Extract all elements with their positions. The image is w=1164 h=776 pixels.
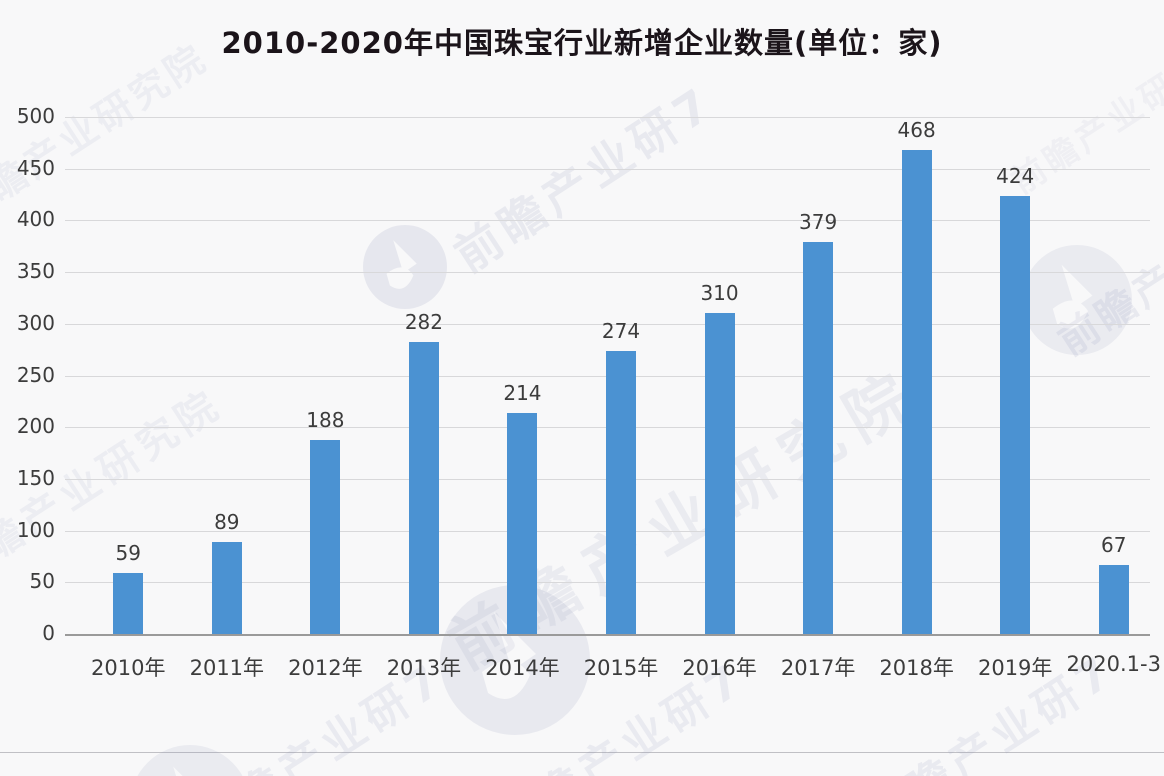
gridline [65,117,1150,118]
y-axis-tick-label: 200 [16,414,55,439]
y-axis-tick-label: 350 [16,259,55,284]
bar [1098,564,1129,634]
y-axis-tick-label: 250 [16,362,55,387]
bar-value-label: 310 [700,281,739,306]
bar-value-label: 188 [306,407,345,432]
bar [310,439,341,634]
bar-column: 214 [473,117,572,634]
y-axis-tick-label: 100 [16,517,55,542]
x-axis-tick-label: 2010年 [91,656,166,680]
x-axis-tick-label: 2017年 [780,656,856,680]
bar [606,350,636,634]
y-axis-tick-label: 50 [29,569,55,594]
x-axis-tick-label: 2015年 [583,656,659,680]
bar-value-label: 379 [799,210,838,235]
bar-column: 188 [276,117,375,634]
bar-value-label: 468 [897,118,936,143]
bar [507,412,538,634]
bar [211,541,242,634]
bar-value-label: 282 [404,310,443,335]
x-axis: 2010年 2011年 2012年 2013年 2014年 2015年 2016年 2017年… [79,652,1163,682]
bar [1000,195,1031,634]
x-axis-tick-label: 2020.1-3 [1066,652,1161,676]
x-axis-tick-label: 2016年 [682,656,757,680]
bar-value-label: 89 [214,509,240,534]
bar-column: 89 [178,117,277,634]
y-axis-tick-label: 300 [16,310,55,335]
x-axis-tick-label: 2014年 [485,656,560,680]
gridline [65,634,1150,636]
bar-value-label: 424 [996,163,1035,188]
bar [113,573,144,634]
bar-column: 310 [670,117,769,634]
gridline [65,220,1150,222]
y-axis-tick-label: 0 [42,621,55,645]
bar [901,150,932,634]
qianzhan-logo-watermark [130,745,250,776]
bar-column: 282 [375,117,474,634]
bar-series: 59 89 188 282 214 274 310 379 468 424 67 [79,117,1163,634]
bar-column: 468 [867,117,966,634]
x-axis-tick-label: 2013年 [386,656,462,680]
bar-column: 67 [1064,117,1163,634]
bar-value-label: 214 [503,380,542,405]
bar-value-label: 274 [601,318,641,343]
watermark-line [0,752,1164,753]
x-axis-tick-label: 2019年 [977,656,1053,680]
bar-column: 59 [79,117,178,634]
gridline [65,323,1150,325]
bar [803,242,834,634]
gridline [65,168,1150,170]
y-axis-tick-label: 400 [16,207,55,232]
y-axis-tick-label: 500 [16,104,55,128]
x-axis-tick-label: 2012年 [288,656,363,680]
y-axis-tick-label: 450 [16,155,55,180]
bar-column: 274 [572,117,671,634]
bar [704,313,735,634]
x-axis-tick-label: 2018年 [879,656,954,680]
bar [408,342,439,634]
bar-column: 379 [769,117,868,634]
bar-column: 424 [966,117,1065,634]
bar-value-label: 59 [115,541,141,565]
x-axis-tick-label: 2011年 [189,656,265,680]
bar-value-label: 67 [1101,532,1127,557]
chart-title: 2010-2020年中国珠宝行业新增企业数量(单位：家) [221,26,943,60]
gridline [65,272,1150,274]
y-axis-tick-label: 150 [16,465,55,490]
